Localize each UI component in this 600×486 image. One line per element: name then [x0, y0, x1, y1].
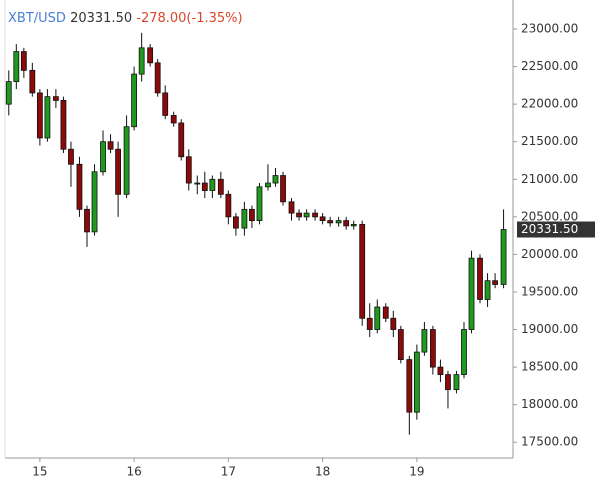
candle-body [500, 229, 507, 285]
candle-body [20, 51, 27, 71]
x-tick-label: 19 [409, 465, 424, 479]
candle-body [60, 100, 67, 150]
candle-body [178, 122, 185, 158]
candle-body [107, 141, 114, 150]
candle-body [36, 92, 43, 139]
y-tick-label: 18000.00 [521, 397, 578, 411]
candle-body [5, 81, 12, 105]
candle-body [335, 220, 342, 224]
candle-body [201, 182, 208, 191]
candle-body [209, 178, 216, 191]
y-tick-label: 19000.00 [521, 322, 578, 336]
candle-body [162, 92, 169, 116]
candle-body [288, 201, 295, 214]
candle-body [241, 208, 248, 229]
y-tick-label: 21500.00 [521, 134, 578, 148]
candle-body [100, 141, 106, 173]
candle-body [138, 47, 145, 75]
x-tick-label: 16 [126, 465, 141, 479]
last-price-box [517, 221, 595, 238]
y-tick-label: 20500.00 [521, 209, 578, 223]
candle-body [233, 216, 239, 229]
x-tick-label: 15 [32, 465, 47, 479]
y-tick-label: 18500.00 [521, 360, 578, 374]
candle-body [453, 374, 460, 391]
candle-body [131, 73, 138, 128]
price: 20331.50 [70, 11, 132, 26]
candle-body [225, 193, 232, 218]
candle-body [52, 96, 59, 101]
y-tick-label: 23000.00 [521, 22, 578, 36]
candle-body [170, 115, 177, 124]
x-tick-label: 17 [221, 465, 236, 479]
candle-body [477, 257, 483, 300]
y-tick-label: 21000.00 [521, 172, 578, 186]
y-tick-label: 20000.00 [521, 247, 578, 261]
candle-body [303, 212, 310, 218]
symbol: XBT/USD [8, 11, 66, 26]
candle-body [374, 306, 381, 330]
candle-body [319, 216, 326, 222]
candle-body [406, 359, 413, 413]
candle-body [429, 329, 436, 368]
candle-body [390, 317, 397, 330]
candle-body [68, 148, 74, 165]
candle-body [350, 223, 357, 227]
candle-body [280, 175, 286, 203]
candle-body [366, 317, 373, 330]
candle-body [296, 212, 302, 218]
candle-body [194, 182, 201, 185]
candle-body [327, 220, 334, 224]
y-tick-label: 22000.00 [521, 97, 578, 111]
candle-body [397, 329, 404, 360]
candle-body [343, 220, 350, 227]
candle-body [382, 306, 389, 319]
y-tick-label: 17500.00 [521, 435, 578, 449]
y-tick-label: 22500.00 [521, 59, 578, 73]
candle-body [13, 51, 20, 83]
candle-body [445, 374, 451, 391]
candle-body [413, 351, 420, 413]
candle-body [154, 62, 161, 94]
candle-body [217, 178, 224, 195]
candle-body [468, 257, 475, 330]
last-price-label: 20331.50 [521, 222, 578, 236]
candle-body [84, 208, 90, 233]
x-tick-label: 18 [315, 465, 330, 479]
candle-body [91, 171, 98, 233]
candle-body [492, 280, 498, 285]
candle-body [185, 156, 192, 184]
candle-body [461, 329, 467, 376]
header: XBT/USD 20331.50 -278.00(-1.35%) [8, 11, 243, 26]
candle-body [272, 175, 279, 184]
change: -278.00(-1.35%) [136, 11, 242, 26]
candle-body [147, 47, 154, 64]
candle-body [256, 186, 263, 222]
candle-body [44, 96, 51, 139]
candle-body [265, 182, 271, 188]
candle-body [29, 69, 36, 94]
candle-body [359, 223, 366, 319]
candle-body [312, 212, 318, 218]
candle-body [249, 208, 255, 222]
candle-body [123, 126, 130, 195]
candle-body [421, 329, 428, 353]
candle-body [76, 163, 83, 210]
y-tick-label: 19500.00 [521, 284, 578, 298]
candle-body [484, 280, 491, 300]
candle-body [437, 366, 444, 376]
candle-body [115, 148, 121, 195]
